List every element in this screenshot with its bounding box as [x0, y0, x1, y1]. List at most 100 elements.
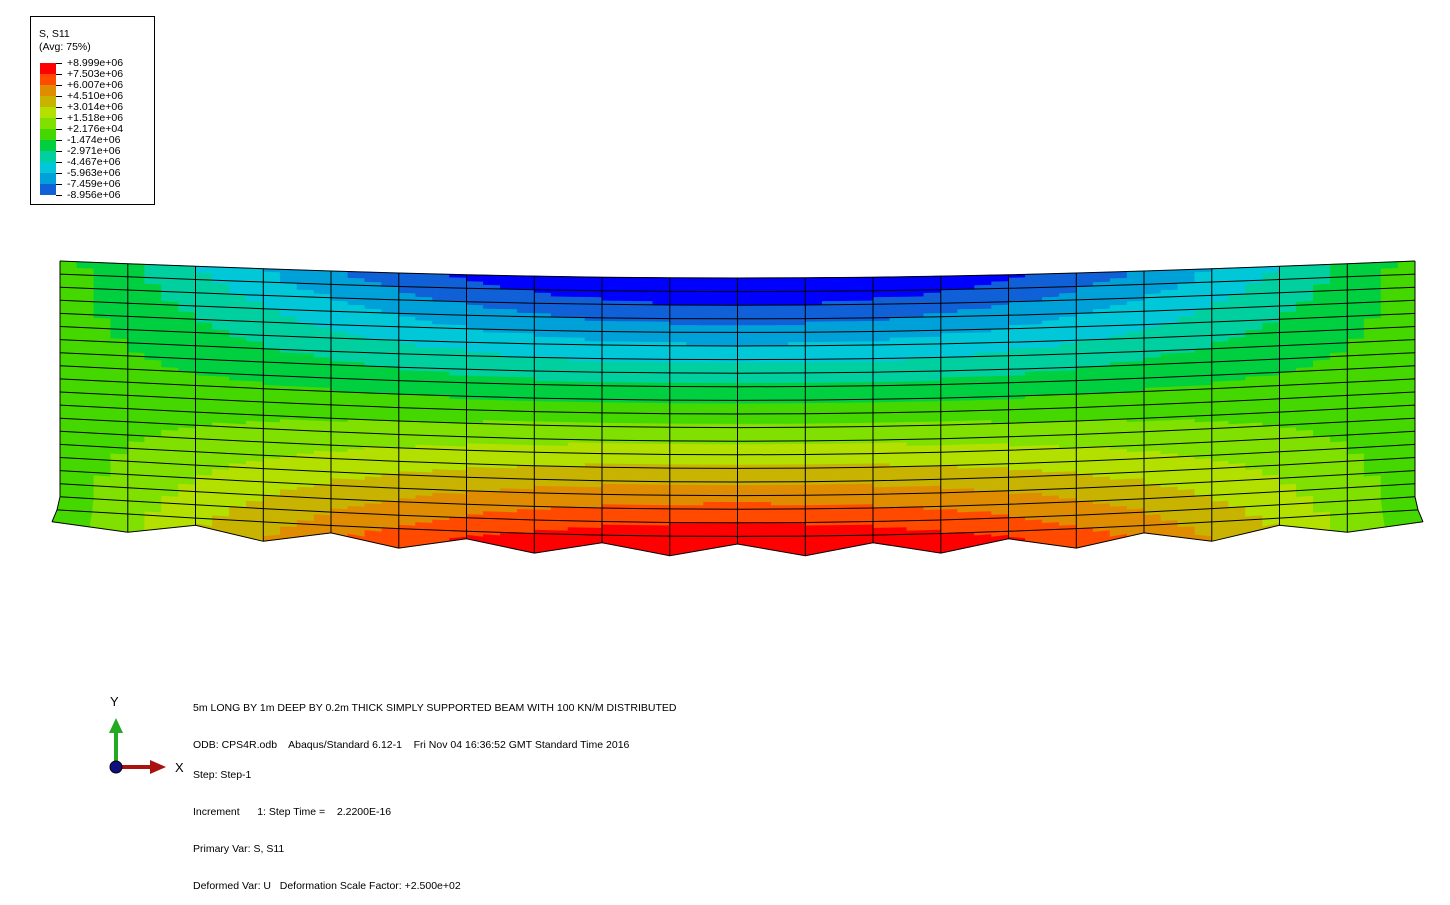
contour-patch: [822, 379, 839, 383]
contour-patch: [687, 366, 704, 370]
contour-patch: [822, 366, 839, 370]
contour-patch: [856, 376, 873, 380]
contour-patch: [585, 284, 602, 288]
contour-patch: [636, 407, 653, 411]
contour-patch: [687, 363, 704, 367]
contour-patch: [839, 352, 856, 356]
contour-patch: [907, 310, 924, 314]
contour-patch: [721, 380, 738, 384]
contour-patch: [721, 407, 738, 411]
contour-patch: [636, 366, 653, 370]
contour-patch: [788, 475, 805, 479]
contour-patch: [704, 285, 721, 288]
contour-patch: [687, 339, 704, 343]
contour-patch: [619, 338, 636, 342]
contour-patch: [856, 393, 873, 397]
contour-patch: [670, 336, 687, 339]
contour-patch: [670, 285, 687, 288]
contour-patch: [636, 335, 653, 339]
contour-patch: [805, 393, 822, 397]
contour-patch: [738, 458, 755, 462]
contour-patch: [856, 284, 873, 288]
contour-patch: [602, 352, 619, 356]
contour-patch: [788, 458, 805, 462]
contour-patch: [805, 363, 822, 367]
contour-patch: [788, 315, 805, 318]
contour-patch: [602, 447, 619, 451]
contour-patch: [771, 421, 788, 425]
contour-patch: [738, 285, 755, 289]
contour-patch: [805, 325, 822, 329]
contour-patch: [653, 475, 670, 479]
contour-patch: [721, 298, 738, 302]
contour-patch: [839, 308, 856, 312]
contour-patch: [704, 390, 721, 393]
contour-patch: [602, 348, 619, 352]
contour-patch: [805, 366, 822, 370]
contour-patch: [805, 380, 822, 384]
contour-patch: [839, 389, 856, 393]
contour-patch: [653, 298, 670, 302]
contour-patch: [602, 389, 619, 393]
contour-patch: [822, 339, 839, 343]
contour-patch: [771, 295, 788, 299]
contour-patch: [839, 338, 856, 342]
contour-patch: [738, 363, 755, 367]
contour-patch: [788, 390, 805, 394]
contour-patch: [822, 458, 839, 462]
contour-patch: [602, 308, 619, 312]
contour-patch: [856, 416, 873, 420]
contour-patch: [856, 335, 873, 339]
contour-patch: [822, 407, 839, 411]
contour-patch: [839, 322, 856, 326]
contour-patch: [771, 336, 788, 340]
contour-patch: [754, 281, 771, 284]
contour-patch: [771, 448, 788, 452]
contour-patch: [670, 281, 687, 284]
contour-patch: [653, 461, 670, 465]
contour-patch: [856, 389, 873, 393]
contour-patch: [738, 326, 755, 330]
contour-patch: [551, 283, 568, 287]
contour-patch: [704, 329, 721, 332]
contour-patch: [839, 335, 856, 339]
contour-patch: [788, 404, 805, 408]
contour-patch: [636, 298, 653, 302]
contour-patch: [754, 326, 771, 329]
contour-patch: [602, 393, 619, 397]
contour-patch: [602, 362, 619, 366]
contour-patch: [771, 472, 788, 476]
contour-patch: [788, 322, 805, 325]
contour-patch: [704, 377, 721, 380]
contour-patch: [822, 362, 839, 366]
contour-patch: [856, 406, 873, 410]
contour-patch: [839, 417, 856, 421]
contour-patch: [687, 308, 704, 312]
contour-patch: [754, 339, 771, 342]
contour-patch: [805, 458, 822, 462]
contour-patch: [738, 448, 755, 452]
contour-patch: [653, 281, 670, 285]
contour-patch: [619, 311, 636, 315]
contour-patch: [822, 471, 839, 475]
contour-patch: [687, 407, 704, 411]
contour-patch: [653, 339, 670, 343]
contour-patch: [670, 329, 687, 332]
contour-patch: [771, 434, 788, 438]
contour-patch: [704, 363, 721, 366]
contour-patch: [805, 420, 822, 424]
contour-patch: [788, 434, 805, 438]
contour-patch: [602, 376, 619, 380]
contour-patch: [721, 377, 738, 381]
contour-patch: [856, 298, 873, 302]
contour-patch: [788, 376, 805, 380]
contour-patch: [805, 298, 822, 302]
contour-patch: [754, 377, 771, 380]
contour-patch: [721, 363, 738, 367]
contour-patch: [788, 336, 805, 339]
contour-patch: [704, 302, 721, 305]
contour-patch: [670, 349, 687, 352]
contour-patch: [687, 417, 704, 421]
contour-patch: [602, 321, 619, 325]
contour-patch: [754, 434, 771, 437]
